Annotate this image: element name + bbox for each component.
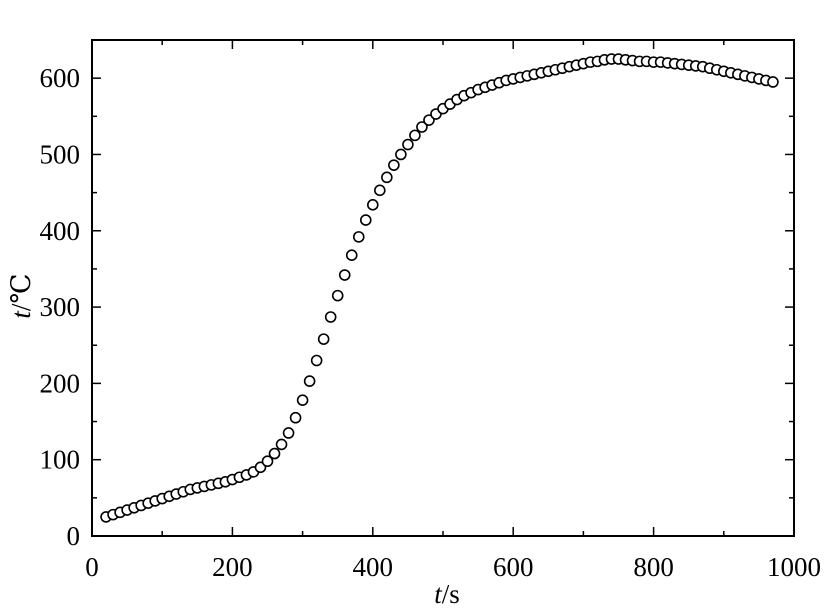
y-tick-label: 100 [40, 445, 81, 475]
data-point [261, 455, 274, 468]
data-point [345, 249, 358, 261]
data-point [282, 427, 295, 439]
data-point [395, 148, 407, 161]
data-point [338, 269, 351, 281]
x-tick-label: 0 [85, 552, 99, 582]
data-point [289, 411, 302, 424]
x-axis-label: t/s [434, 579, 460, 609]
x-axis-ticks: 0 200 400 600 800 1000 [85, 40, 821, 582]
data-point [374, 184, 386, 197]
data-point [409, 129, 421, 142]
data-point [352, 231, 365, 243]
data-points [100, 53, 779, 523]
data-point [359, 214, 372, 226]
y-tick-label: 300 [40, 292, 81, 322]
data-point [310, 354, 323, 367]
y-axis-label: t/℃ [6, 273, 36, 318]
data-point [324, 311, 337, 323]
data-point [296, 394, 309, 406]
y-tick-label: 500 [40, 139, 81, 169]
x-tick-label: 200 [212, 552, 253, 582]
data-point [388, 159, 400, 171]
data-point [402, 138, 414, 151]
x-tick-label: 400 [353, 552, 394, 582]
data-point [331, 289, 344, 302]
data-point [366, 199, 379, 211]
data-point [381, 171, 393, 184]
data-point [416, 121, 428, 133]
y-tick-label: 400 [40, 216, 81, 246]
x-tick-label: 1000 [767, 552, 821, 582]
data-point [275, 438, 288, 451]
y-axis-ticks: 0 100 200 300 400 500 600 [40, 39, 794, 551]
data-point [268, 447, 281, 460]
x-tick-label: 800 [633, 552, 674, 582]
data-point [303, 375, 316, 387]
data-point [767, 76, 779, 88]
data-point [317, 333, 330, 345]
y-tick-label: 0 [67, 521, 81, 551]
x-tick-label: 600 [493, 552, 534, 582]
y-tick-label: 600 [40, 63, 81, 93]
y-tick-label: 200 [40, 368, 81, 398]
